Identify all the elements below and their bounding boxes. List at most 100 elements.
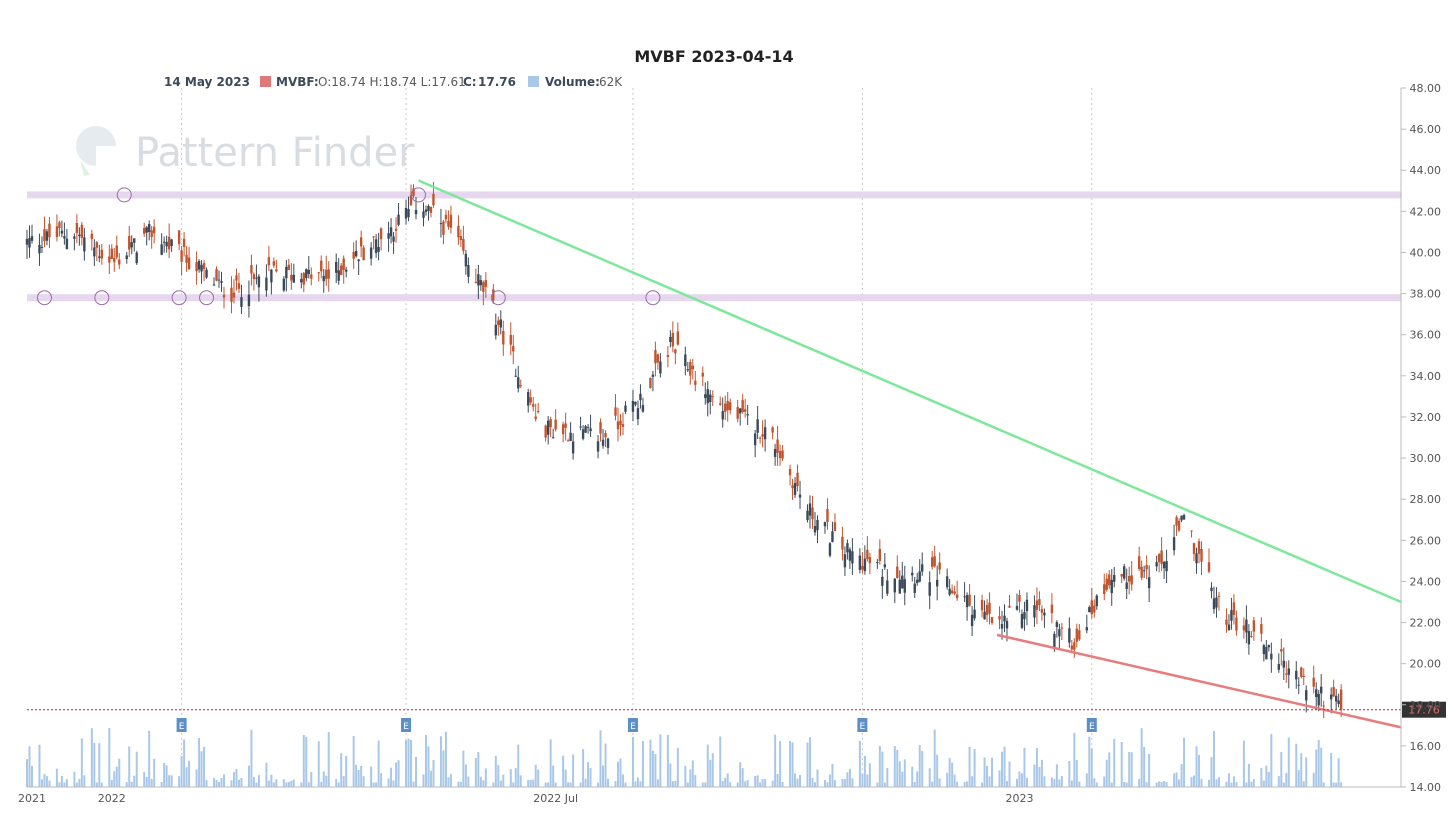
candle-body <box>1182 515 1186 520</box>
volume-bar <box>128 746 131 787</box>
candle-body <box>1078 630 1081 640</box>
y-tick-label: 24.00 <box>1410 575 1442 588</box>
candle-body <box>394 228 398 231</box>
candle-body <box>1125 582 1128 589</box>
candle-body <box>387 233 390 239</box>
volume-bar <box>789 740 792 787</box>
volume-bar <box>861 774 864 787</box>
volume-bar <box>272 782 275 787</box>
volume-bar <box>953 774 956 787</box>
candle-body <box>1157 554 1161 563</box>
volume-bar <box>1025 777 1028 787</box>
candle-body <box>1147 577 1151 589</box>
candle-body <box>60 230 64 234</box>
volume-bar <box>928 768 931 787</box>
candle-body <box>921 564 924 572</box>
candle-body <box>798 494 802 498</box>
candle-body <box>536 411 540 413</box>
candle-body <box>935 579 939 587</box>
candle-body <box>569 432 572 442</box>
candle-body <box>776 439 779 453</box>
volume-bar <box>918 745 921 787</box>
volume-bar <box>1085 773 1088 787</box>
volume-bar <box>799 775 802 787</box>
candle-body <box>566 440 570 442</box>
volume-bar <box>462 750 465 787</box>
volume-bar <box>1340 782 1343 787</box>
volume-bar <box>352 735 355 787</box>
candle-body <box>1165 561 1168 572</box>
candle-body <box>791 485 794 489</box>
volume-bar <box>1282 782 1285 787</box>
volume-bar <box>342 776 345 787</box>
volume-bar <box>686 782 689 787</box>
x-tick-label: 2021 <box>18 792 46 805</box>
volume-bar <box>973 749 976 787</box>
candle-body <box>1162 561 1166 569</box>
volume-bar <box>1103 776 1106 787</box>
candle-body <box>517 377 520 389</box>
candle-body <box>195 261 198 272</box>
candle-body <box>848 549 852 561</box>
volume-bar <box>771 780 774 787</box>
volume-bar <box>1138 778 1141 787</box>
candle-body <box>1280 648 1283 652</box>
volume-bar <box>886 768 889 787</box>
volume-bar <box>1262 780 1265 787</box>
volume-bar <box>529 779 532 787</box>
volume-bar <box>1068 761 1071 787</box>
candle-body <box>1110 579 1113 594</box>
trend-lines <box>418 179 1402 729</box>
candle-body <box>45 231 49 241</box>
candle-body <box>1334 695 1338 702</box>
candle-body <box>968 594 971 606</box>
legend-symbol: MVBF: <box>276 75 319 89</box>
candle-body <box>599 422 602 434</box>
volume-bar <box>739 762 742 787</box>
candle-body <box>554 419 557 430</box>
candle-body <box>898 579 901 594</box>
candle-body <box>721 411 724 420</box>
volume-bar <box>1225 781 1228 787</box>
candle-body <box>746 414 749 416</box>
volume-bar <box>337 782 340 787</box>
volume-bar <box>587 762 590 787</box>
candle-body <box>1267 644 1271 648</box>
volume-bar <box>509 769 512 787</box>
volume-bar <box>1143 746 1146 787</box>
touch-marker <box>94 290 110 306</box>
volume-bar <box>1165 782 1168 787</box>
candle-body <box>823 522 827 527</box>
volume-bar <box>1043 776 1046 787</box>
volume-bar <box>222 774 225 787</box>
volume-bar <box>1108 752 1111 787</box>
candle-body <box>1000 623 1004 629</box>
candle-body <box>896 566 899 579</box>
candle-body <box>1329 694 1333 700</box>
candle-body <box>25 239 29 245</box>
volume-bar <box>38 744 41 787</box>
volume-bar <box>285 782 288 787</box>
volume-bar <box>63 782 66 787</box>
candle-body <box>447 220 450 227</box>
candle-body <box>1227 624 1231 631</box>
candle-body <box>858 555 862 570</box>
candle-body <box>938 562 941 570</box>
candle-body <box>1332 687 1335 697</box>
volume-bar <box>931 781 934 787</box>
candle-body <box>185 254 188 263</box>
earnings-label: E <box>179 722 185 732</box>
volume-bar <box>534 764 537 787</box>
volume-bar <box>1245 782 1248 787</box>
legend-price-swatch <box>260 76 271 87</box>
candle-body <box>222 294 226 298</box>
candle-body <box>1282 660 1285 668</box>
touch-marker <box>171 290 187 306</box>
volume-bar <box>671 781 674 787</box>
volume-bar <box>1128 751 1131 787</box>
volume-bar <box>589 767 592 787</box>
candle-body <box>771 427 774 433</box>
candle-body <box>983 611 986 620</box>
